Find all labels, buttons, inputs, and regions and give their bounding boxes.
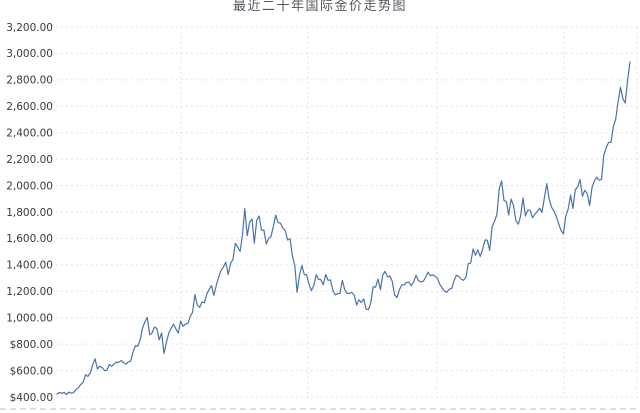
y-axis-label: 3,000.00 xyxy=(6,48,53,60)
y-axis-label: 2,000.00 xyxy=(6,180,53,192)
y-axis-label: 2,600.00 xyxy=(6,101,53,113)
y-axis-label: 1,200.00 xyxy=(6,286,53,298)
y-axis-label: 1,600.00 xyxy=(6,233,53,245)
vertical-gridlines xyxy=(0,27,640,410)
y-axis-label: 2,800.00 xyxy=(6,75,53,87)
y-axis-labels: 3,200.00 3,000.00 2,800.00 2,600.00 2,400.00… xyxy=(6,22,53,404)
y-axis-label: 2,400.00 xyxy=(6,128,53,140)
y-axis-label: 3,200.00 xyxy=(6,22,53,34)
y-axis-label: 1,000.00 xyxy=(6,313,53,325)
y-axis-label: 1,800.00 xyxy=(6,207,53,219)
price-line-layer xyxy=(56,61,631,396)
y-axis-label: $600.00 xyxy=(10,365,53,377)
y-axis-label: $400.00 xyxy=(10,392,53,404)
gold-price-line xyxy=(56,61,631,396)
y-axis-label: 1,400.00 xyxy=(6,260,53,272)
y-axis-label: 2,200.00 xyxy=(6,154,53,166)
horizontal-gridlines xyxy=(56,26,638,398)
chart-title: 最近二十年国际金价走势图 xyxy=(232,0,407,14)
y-axis-label: $800.00 xyxy=(10,339,53,351)
